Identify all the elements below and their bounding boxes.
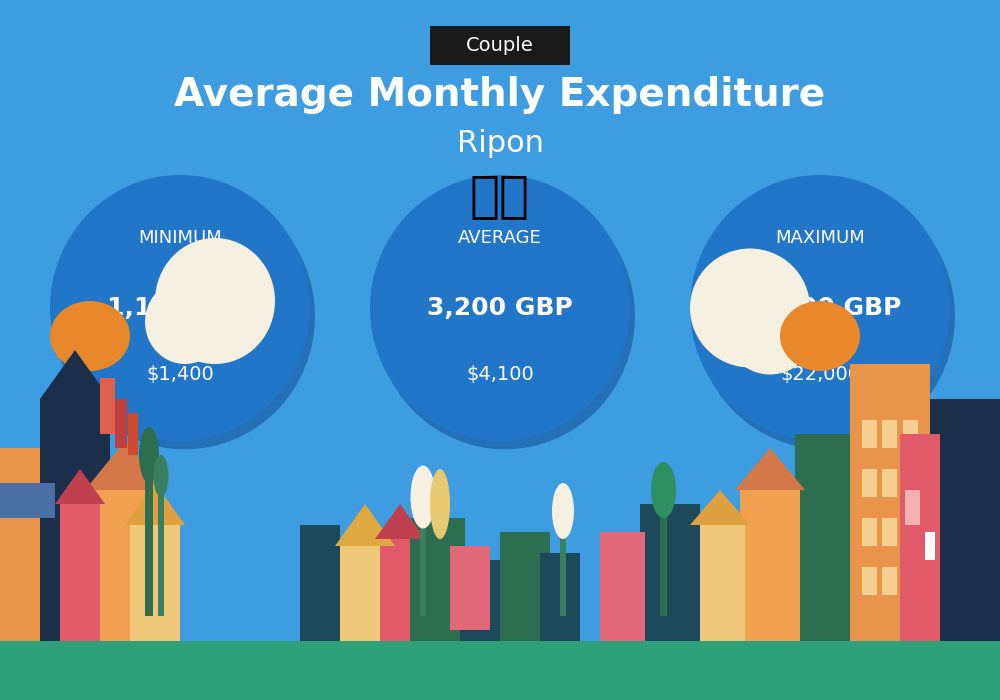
- Bar: [795, 434, 850, 644]
- Ellipse shape: [780, 301, 860, 371]
- Ellipse shape: [370, 175, 630, 441]
- Text: Average Monthly Expenditure: Average Monthly Expenditure: [174, 76, 826, 113]
- Bar: [90, 490, 160, 644]
- Polygon shape: [735, 448, 805, 490]
- Ellipse shape: [411, 466, 436, 528]
- Bar: [300, 525, 340, 644]
- FancyBboxPatch shape: [430, 26, 570, 64]
- Bar: [925, 532, 935, 560]
- Text: $1,400: $1,400: [146, 365, 214, 384]
- Bar: [115, 399, 127, 448]
- Bar: [903, 518, 918, 546]
- Bar: [862, 469, 877, 497]
- Ellipse shape: [50, 301, 130, 371]
- Bar: [740, 490, 800, 644]
- Polygon shape: [690, 490, 750, 525]
- Text: 🇬🇧: 🇬🇧: [470, 172, 530, 220]
- Polygon shape: [55, 469, 105, 504]
- Bar: [420, 511, 426, 616]
- Bar: [882, 567, 897, 595]
- Polygon shape: [40, 350, 110, 399]
- Ellipse shape: [139, 427, 159, 483]
- Bar: [540, 553, 580, 644]
- Bar: [600, 532, 645, 644]
- Bar: [0, 448, 55, 644]
- Bar: [130, 525, 180, 644]
- Bar: [903, 420, 918, 448]
- Bar: [128, 413, 138, 455]
- Bar: [930, 399, 1000, 644]
- Bar: [500, 532, 550, 644]
- Bar: [560, 518, 566, 616]
- Ellipse shape: [55, 183, 315, 449]
- Text: AVERAGE: AVERAGE: [458, 229, 542, 247]
- Bar: [862, 420, 877, 448]
- Bar: [0, 640, 1000, 700]
- Bar: [882, 518, 897, 546]
- Ellipse shape: [145, 280, 225, 364]
- Bar: [460, 560, 500, 644]
- Text: 17,000 GBP: 17,000 GBP: [738, 296, 902, 320]
- Polygon shape: [85, 441, 165, 490]
- Ellipse shape: [690, 248, 810, 368]
- Polygon shape: [125, 483, 185, 525]
- Polygon shape: [375, 504, 425, 539]
- Text: Ripon: Ripon: [456, 129, 544, 158]
- Ellipse shape: [725, 284, 815, 374]
- Ellipse shape: [695, 183, 955, 449]
- Bar: [60, 504, 100, 644]
- Text: 1,100 GBP: 1,100 GBP: [107, 296, 253, 320]
- Text: $22,000: $22,000: [780, 365, 860, 384]
- Bar: [695, 525, 745, 644]
- Bar: [380, 539, 420, 644]
- Ellipse shape: [375, 183, 635, 449]
- Bar: [903, 567, 918, 595]
- Text: Couple: Couple: [466, 36, 534, 55]
- Bar: [0, 483, 55, 518]
- Bar: [340, 546, 390, 644]
- Ellipse shape: [552, 483, 574, 539]
- Ellipse shape: [690, 175, 950, 441]
- Bar: [862, 567, 877, 595]
- Bar: [862, 518, 877, 546]
- Text: MINIMUM: MINIMUM: [138, 229, 222, 247]
- Bar: [850, 364, 930, 644]
- Bar: [660, 504, 667, 616]
- Polygon shape: [335, 504, 395, 546]
- Bar: [903, 469, 918, 497]
- Text: MAXIMUM: MAXIMUM: [775, 229, 865, 247]
- Ellipse shape: [155, 238, 275, 364]
- Text: 3,200 GBP: 3,200 GBP: [427, 296, 573, 320]
- Bar: [40, 399, 110, 644]
- Bar: [158, 490, 164, 616]
- Ellipse shape: [430, 469, 450, 539]
- Ellipse shape: [154, 455, 168, 497]
- Bar: [905, 490, 920, 525]
- Ellipse shape: [50, 175, 310, 441]
- Bar: [145, 476, 153, 616]
- Bar: [882, 420, 897, 448]
- Bar: [640, 504, 700, 644]
- Bar: [410, 518, 465, 644]
- Bar: [882, 469, 897, 497]
- Ellipse shape: [651, 462, 676, 518]
- Bar: [0, 644, 1000, 700]
- Text: $4,100: $4,100: [466, 365, 534, 384]
- Bar: [450, 546, 490, 630]
- Bar: [900, 434, 940, 644]
- Bar: [100, 378, 115, 434]
